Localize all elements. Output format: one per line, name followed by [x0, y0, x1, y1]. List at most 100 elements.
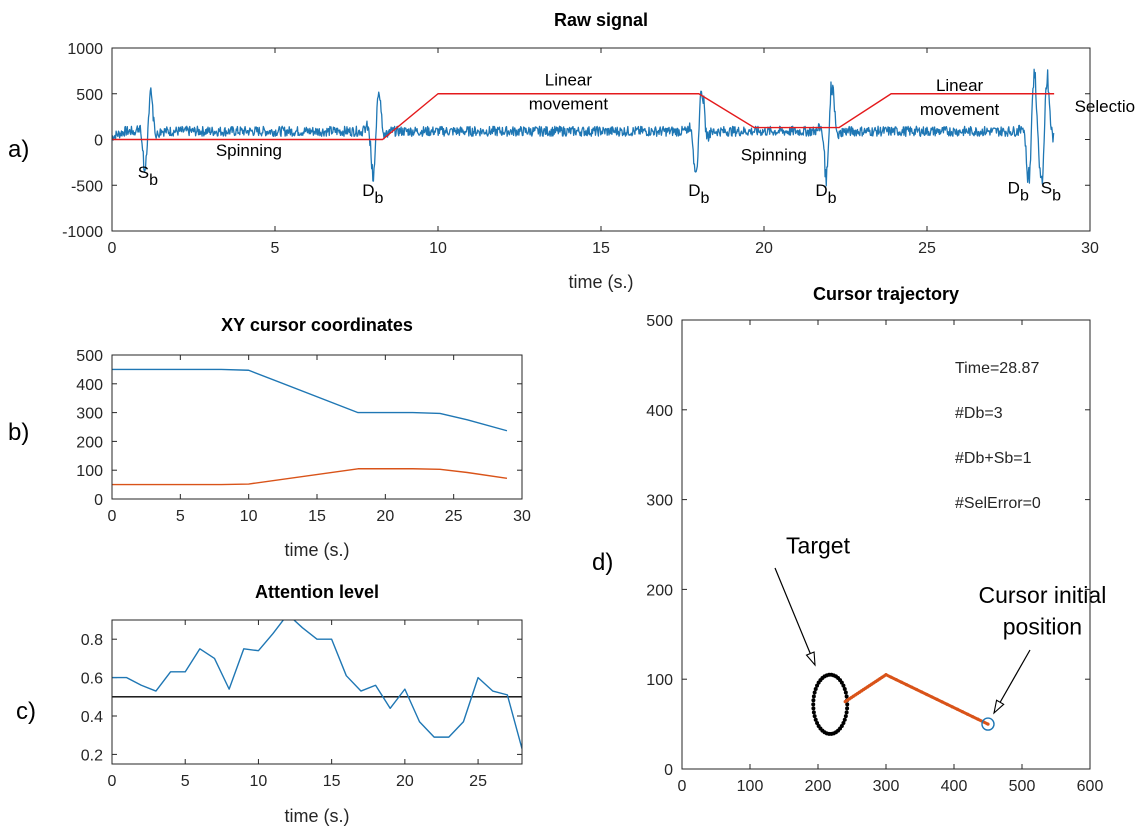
annotation: Sb: [1041, 178, 1061, 204]
xy-coordinates-xlabel: time (s.): [285, 540, 350, 560]
xtick-label: 400: [941, 778, 968, 795]
target-arrow: [774, 567, 816, 666]
xtick-label: 500: [1009, 778, 1036, 795]
target-point: [841, 683, 846, 688]
raw-signal-panel: Raw signal 0 5 10 15 20 25 30 -1000 -500 0 500 1000…: [62, 10, 1135, 292]
xtick-label: 10: [429, 240, 447, 257]
annotation-subscript: b: [1052, 187, 1061, 204]
xtick-label: 300: [873, 778, 900, 795]
ytick-label: 500: [76, 348, 103, 365]
annotation: Sb: [138, 163, 158, 189]
trajectory-point: [986, 722, 990, 726]
annotation: Selection: [1075, 97, 1135, 116]
ytick-label: 0.6: [81, 671, 103, 688]
target-point: [812, 714, 817, 719]
ytick-label: 1000: [67, 41, 103, 58]
attention-series: [112, 620, 522, 749]
trajectory-point: [915, 687, 919, 692]
annotation: Spinning: [741, 146, 807, 165]
raw-signal-ticks: 0 5 10 15 20 25 30 -1000 -500 0 500 1000: [62, 41, 1099, 257]
attention-axes: [111, 619, 523, 765]
trajectory-point: [925, 692, 929, 697]
attention-ticks: 0 5 10 15 20 25 0.2 0.4 0.6 0.8: [81, 620, 522, 790]
target-point: [844, 694, 849, 699]
xtick-label: 15: [308, 508, 326, 525]
xtick-label: 5: [176, 508, 185, 525]
ytick-label: 200: [646, 582, 673, 599]
raw-signal-xlabel: time (s.): [569, 272, 634, 292]
ytick-label: 0: [94, 133, 103, 150]
annotation-text: S: [138, 163, 149, 182]
xtick-label: 25: [469, 773, 487, 790]
annotation-subscript: b: [374, 190, 383, 207]
annotation-text: D: [1008, 178, 1020, 197]
ytick-label: 0.4: [81, 709, 103, 726]
panel-label-c: c): [16, 698, 36, 725]
ytick-label: 300: [76, 406, 103, 423]
target-point: [813, 717, 818, 722]
trajectory-stat: Time=28.87: [955, 360, 1039, 377]
annotation-subscript: b: [828, 190, 837, 207]
cursor-trajectory-panel: Cursor trajectory 0 100 200 300 400 500 600 0 10…: [646, 284, 1106, 795]
xtick-label: 0: [678, 778, 687, 795]
trajectory-point: [930, 695, 934, 699]
xtick-label: 200: [805, 778, 832, 795]
trajectory-point: [945, 702, 949, 706]
target-point: [811, 706, 816, 711]
x-coordinate-line: [112, 368, 508, 432]
cursor-trajectory-series: [811, 672, 995, 736]
annotation-text: Selection: [1075, 97, 1135, 116]
target-point: [815, 683, 820, 688]
trajectory-point: [960, 710, 965, 714]
target-arrow-head: [805, 651, 816, 667]
ytick-label: 200: [76, 434, 103, 451]
trajectory-point: [909, 685, 914, 689]
annotation-text: Linear: [936, 76, 984, 95]
xy-coordinates-series: [112, 368, 508, 486]
target-point: [811, 710, 816, 715]
ytick-label: 0: [94, 492, 103, 509]
annotation-subscript: b: [700, 190, 709, 207]
panel-label-b: b): [8, 419, 29, 446]
xtick-label: 10: [250, 773, 268, 790]
panel-label-a: a): [8, 136, 29, 163]
annotation: Db: [688, 181, 709, 207]
ytick-label: 0.2: [81, 747, 103, 764]
target-point: [812, 690, 817, 695]
annotation-subscript: b: [1020, 187, 1029, 204]
xtick-label: 100: [737, 778, 764, 795]
target-point: [813, 686, 818, 691]
xtick-label: 0: [108, 773, 117, 790]
xtick-label: 20: [755, 240, 773, 257]
ytick-label: 0: [664, 762, 673, 779]
trajectory-stat: #SelError=0: [955, 495, 1041, 512]
annotation: Linear: [936, 76, 984, 95]
ytick-label: 300: [646, 493, 673, 510]
xtick-label: 25: [918, 240, 936, 257]
xtick-label: 5: [181, 773, 190, 790]
cursor-trajectory-ticks: 0 100 200 300 400 500 600 0 100 200 300 400 500: [646, 313, 1103, 795]
target-point: [811, 702, 816, 707]
annotation: Spinning: [216, 141, 282, 160]
trajectory-point: [894, 678, 898, 682]
ytick-label: 0.8: [81, 632, 103, 649]
target-point: [815, 721, 820, 726]
trajectory-point: [920, 690, 924, 694]
target-point: [816, 680, 821, 685]
annotation: Linear: [545, 71, 593, 90]
cursor-trajectory-title: Cursor trajectory: [813, 284, 959, 304]
annotation-text: Cursor initial: [978, 582, 1106, 608]
target-point: [842, 717, 847, 722]
cursor-trajectory-annotations: Time=28.87 #Db=3 #Db+Sb=1 #SelError=0 Target…: [774, 360, 1106, 715]
annotation-subscript: b: [149, 172, 158, 189]
attention-xlabel: time (s.): [285, 806, 350, 826]
target-point: [841, 721, 846, 726]
initial-position-marker: [981, 717, 995, 731]
state-line: [112, 93, 1055, 141]
trajectory-stat: #Db=3: [955, 405, 1003, 422]
xtick-label: 25: [445, 508, 463, 525]
ytick-label: 100: [76, 463, 103, 480]
annotation: movement: [920, 100, 1000, 119]
